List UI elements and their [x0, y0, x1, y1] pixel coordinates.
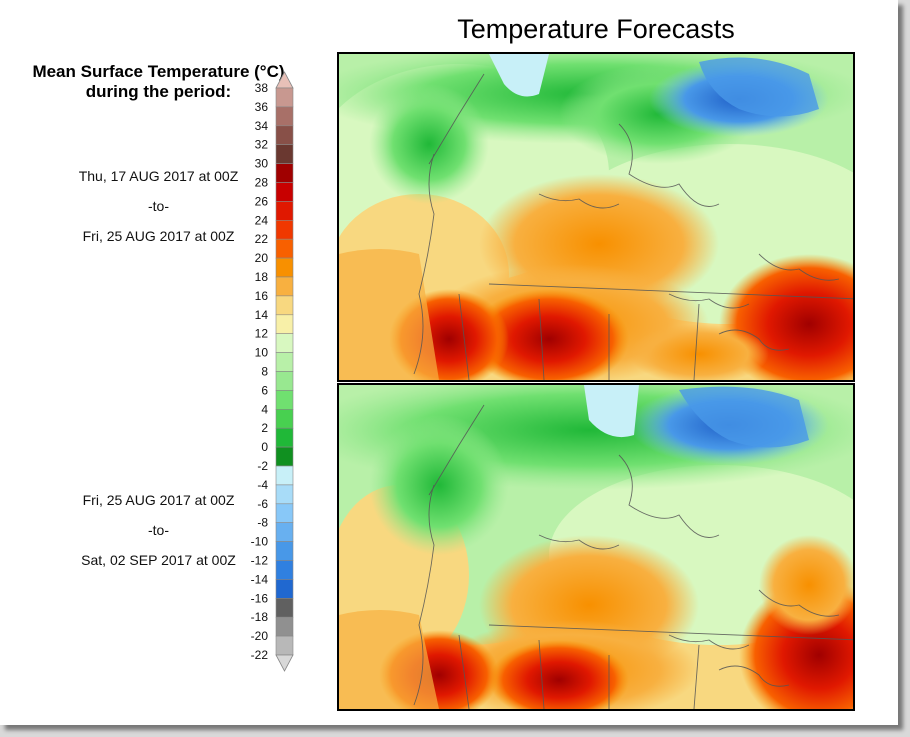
- colorbar-swatch: [275, 465, 294, 486]
- map-panel-period1: [337, 52, 855, 382]
- colorbar-swatch: [275, 635, 294, 656]
- colorbar-tick-label: 16: [255, 289, 269, 303]
- colorbar-swatch: [275, 616, 294, 637]
- colorbar-tick-label: 12: [255, 327, 269, 341]
- colorbar-swatch: [275, 144, 294, 164]
- colorbar: 38363432302826242220181614121086420-2-4-…: [251, 71, 294, 672]
- colorbar-swatch: [275, 276, 294, 297]
- colorbar-tick-label: 0: [261, 440, 268, 454]
- colorbar-tick-label: 6: [261, 383, 268, 397]
- colorbar-tick-label: -8: [257, 516, 268, 530]
- colorbar-swatch: [275, 257, 294, 278]
- colorbar-tick-label: 30: [255, 157, 269, 171]
- colorbar-tick-label: -22: [251, 648, 269, 662]
- period2-end: Sat, 02 SEP 2017 at 00Z: [81, 552, 236, 568]
- colorbar-swatch: [275, 352, 294, 372]
- colorbar-swatches: [275, 71, 294, 672]
- temperature-map-period1: [339, 54, 853, 380]
- period1-end: Fri, 25 AUG 2017 at 00Z: [82, 228, 235, 244]
- period2-to: -to-: [148, 522, 169, 538]
- colorbar-swatch: [275, 314, 294, 335]
- colorbar-tick-label: 36: [255, 100, 269, 114]
- temperature-map-period2: [339, 385, 853, 709]
- colorbar-swatch: [275, 390, 294, 410]
- legend-title-line2: during the period:: [85, 82, 232, 101]
- colorbar-tick-label: -4: [257, 478, 268, 492]
- colorbar-tick-label: 24: [255, 213, 269, 227]
- colorbar-swatch: [275, 560, 294, 580]
- colorbar-swatch: [275, 295, 294, 316]
- colorbar-swatch: [275, 238, 294, 259]
- colorbar-tick-label: 22: [255, 232, 269, 246]
- colorbar-swatch: [275, 597, 294, 618]
- period1-start: Thu, 17 AUG 2017 at 00Z: [78, 168, 239, 184]
- colorbar-tick-label: -12: [251, 554, 269, 568]
- colorbar-tick-label: 8: [261, 365, 268, 379]
- colorbar-swatch: [275, 503, 294, 523]
- legend-title-line1: Mean Surface Temperature (°C): [32, 62, 285, 81]
- colorbar-swatch: [275, 220, 294, 240]
- colorbar-swatch: [275, 333, 294, 353]
- colorbar-top-arrow: [275, 71, 294, 89]
- colorbar-labels: 38363432302826242220181614121086420-2-4-…: [251, 81, 269, 662]
- map-panel-period2: [337, 383, 855, 711]
- colorbar-tick-label: 18: [255, 270, 269, 284]
- colorbar-swatch: [275, 541, 294, 561]
- colorbar-swatch: [275, 371, 294, 391]
- page-title: Temperature Forecasts: [457, 14, 735, 44]
- colorbar-tick-label: 4: [261, 402, 268, 416]
- colorbar-tick-label: -20: [251, 629, 269, 643]
- colorbar-tick-label: 14: [255, 308, 269, 322]
- colorbar-tick-label: 32: [255, 138, 269, 152]
- colorbar-tick-label: 34: [255, 119, 269, 133]
- colorbar-tick-label: 2: [261, 421, 268, 435]
- colorbar-tick-label: -2: [257, 459, 268, 473]
- colorbar-tick-label: 28: [255, 176, 269, 190]
- colorbar-swatch: [275, 579, 294, 599]
- colorbar-swatch: [275, 87, 294, 108]
- colorbar-swatch: [275, 201, 294, 221]
- colorbar-bottom-arrow: [275, 654, 294, 672]
- period1-to: -to-: [148, 198, 169, 214]
- colorbar-tick-label: 10: [255, 346, 269, 360]
- colorbar-tick-label: 26: [255, 194, 269, 208]
- colorbar-tick-label: -16: [251, 591, 269, 605]
- colorbar-tick-label: -14: [251, 572, 269, 586]
- colorbar-swatch: [275, 484, 294, 505]
- colorbar-swatch: [275, 182, 294, 202]
- colorbar-tick-label: 38: [255, 81, 269, 95]
- colorbar-swatch: [275, 408, 294, 429]
- colorbar-swatch: [275, 427, 294, 448]
- colorbar-swatch: [275, 125, 294, 145]
- colorbar-tick-label: -18: [251, 610, 269, 624]
- colorbar-tick-label: -10: [251, 535, 269, 549]
- colorbar-swatch: [275, 163, 294, 183]
- colorbar-tick-label: -6: [257, 497, 268, 511]
- colorbar-swatch: [275, 446, 294, 467]
- colorbar-tick-label: 20: [255, 251, 269, 265]
- legend-title: Mean Surface Temperature (°C) during the…: [0, 62, 317, 102]
- colorbar-swatch: [275, 106, 294, 127]
- colorbar-swatch: [275, 522, 294, 542]
- period2-start: Fri, 25 AUG 2017 at 00Z: [82, 492, 235, 508]
